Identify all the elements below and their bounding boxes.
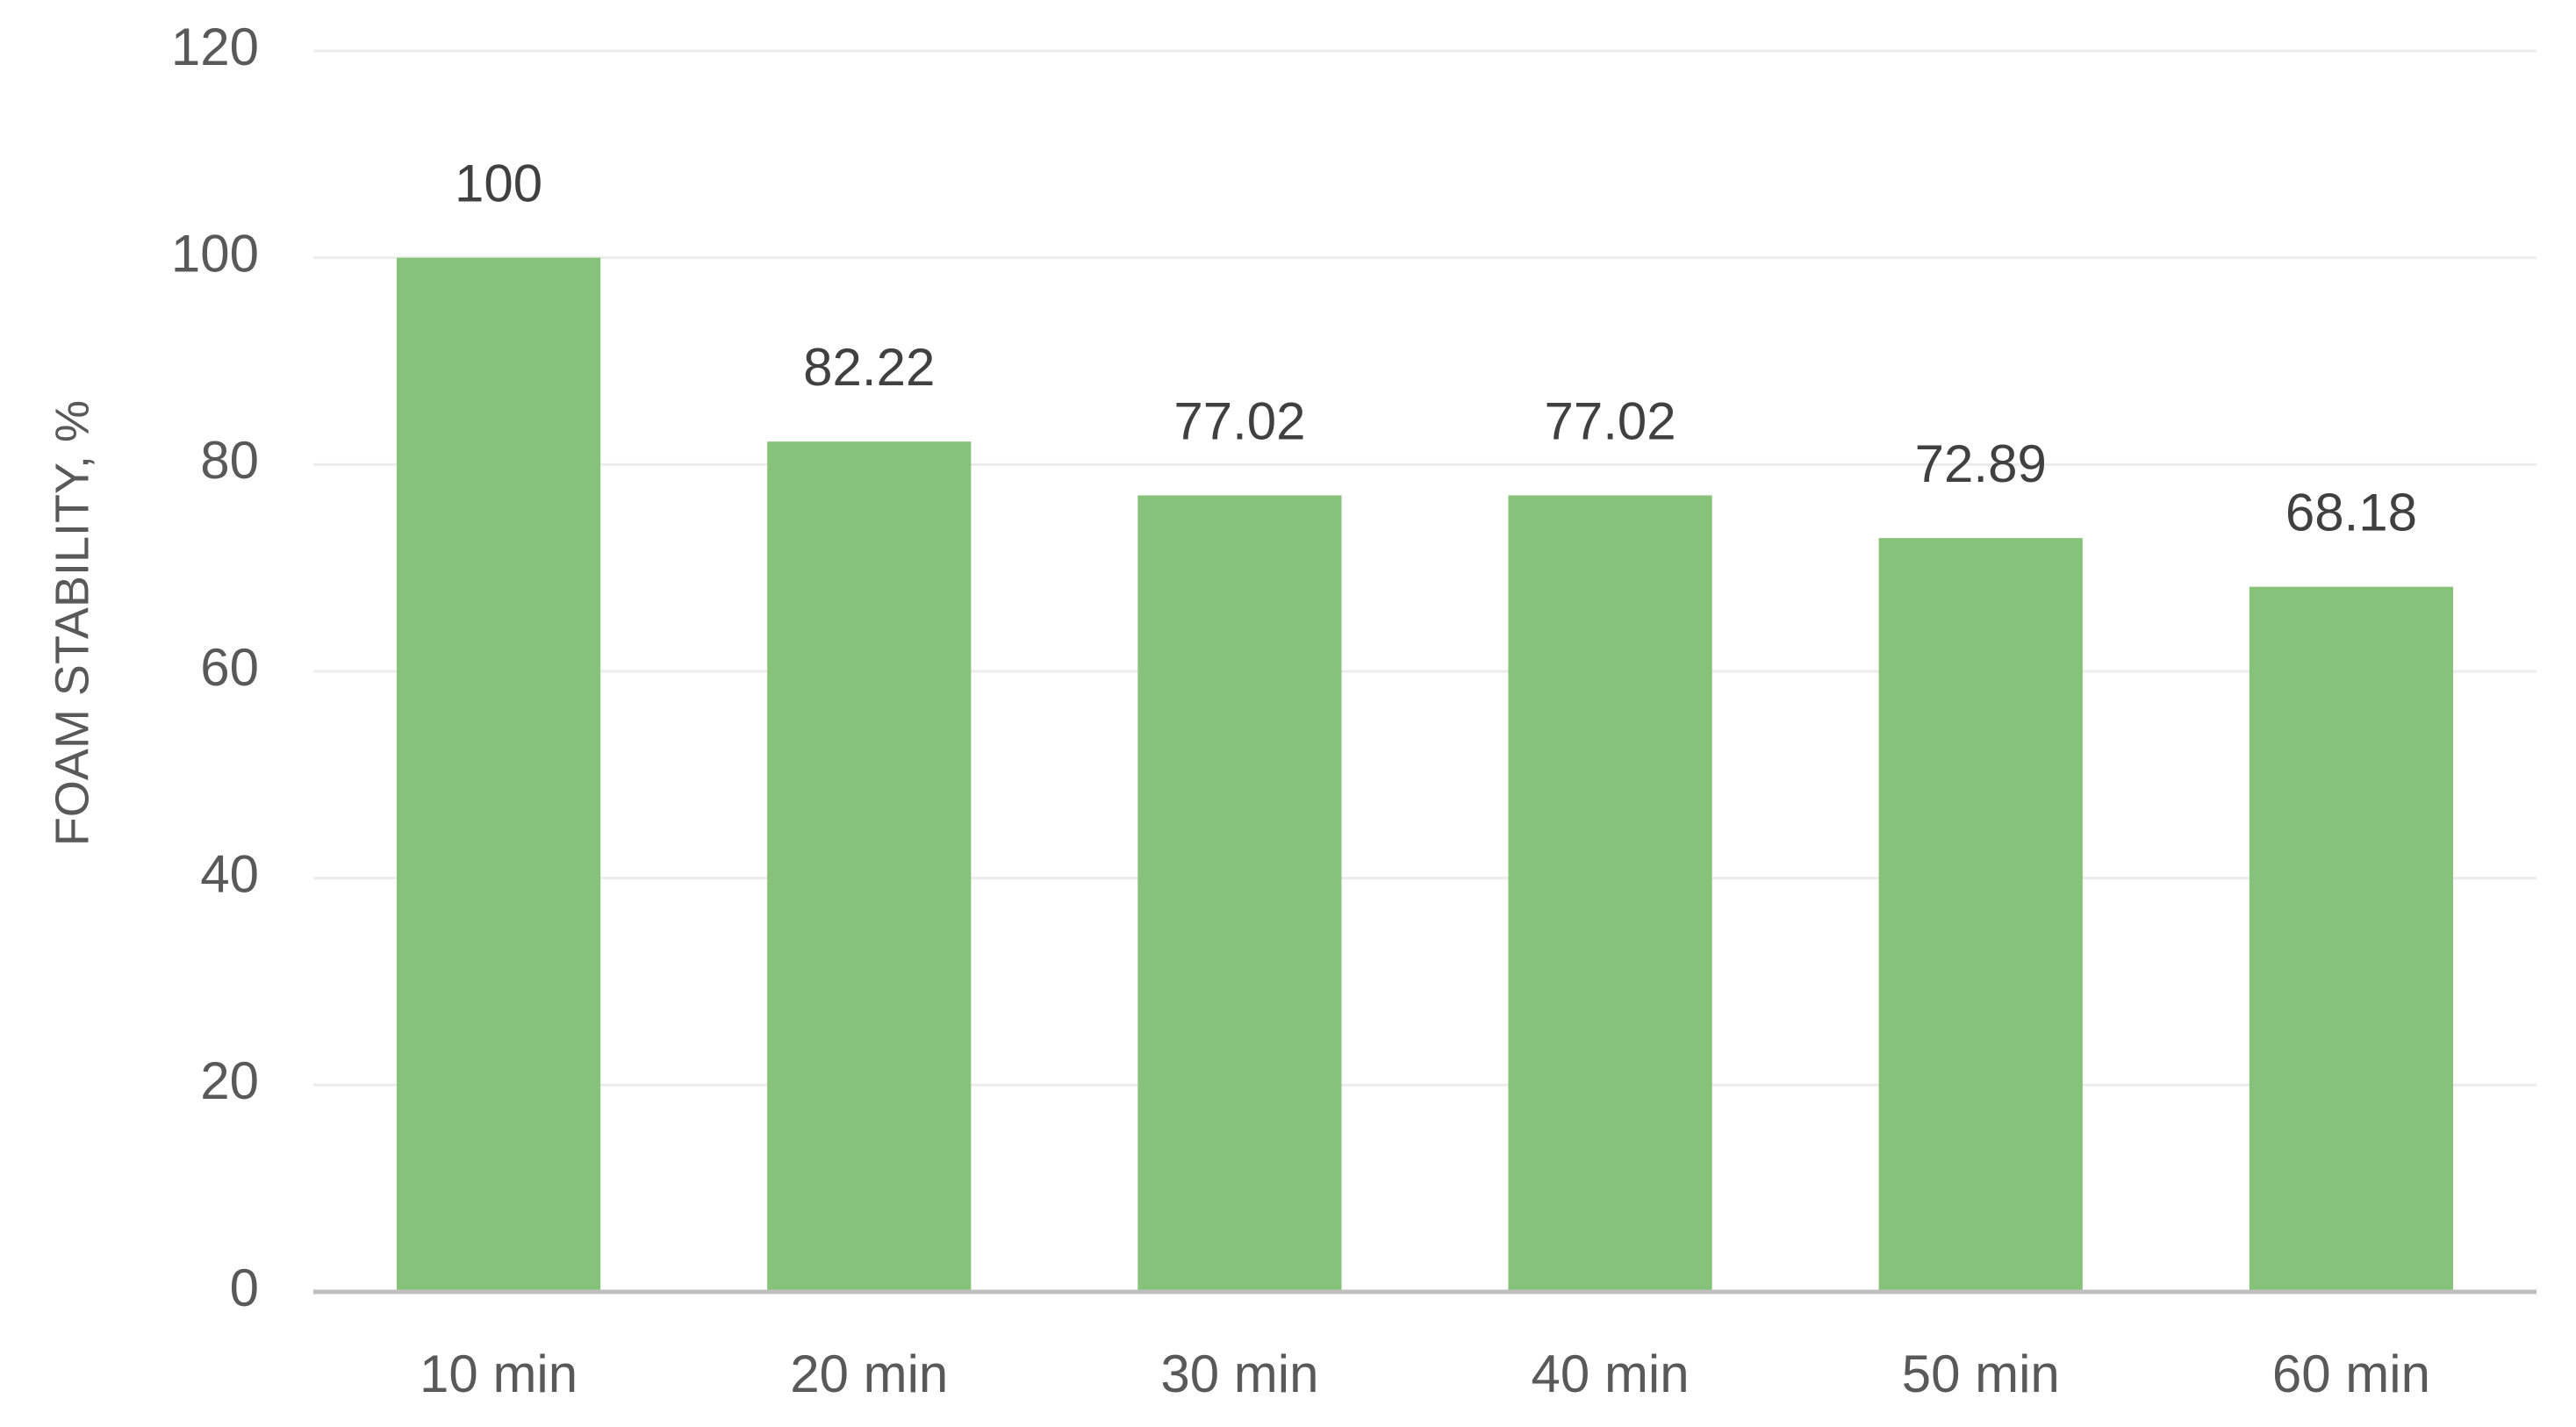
data-label: 68.18 (2285, 483, 2417, 541)
y-tick-label: 0 (230, 1258, 259, 1317)
x-tick-label: 50 min (1902, 1345, 2060, 1403)
data-label: 72.89 (1915, 434, 2047, 493)
bar (1137, 495, 1342, 1292)
bar (2249, 586, 2454, 1292)
y-tick-label: 60 (200, 638, 259, 697)
bar (767, 441, 972, 1293)
x-tick-label: 40 min (1532, 1345, 1690, 1403)
y-axis-title: FOAM STABILITY, % (46, 400, 98, 846)
y-tick-label: 100 (171, 225, 259, 283)
bar (396, 257, 601, 1293)
data-label: 82.22 (803, 338, 935, 397)
bar (1508, 495, 1712, 1292)
data-label: 77.02 (1173, 391, 1305, 450)
y-tick-label: 80 (200, 431, 259, 490)
y-tick-label: 120 (171, 18, 259, 76)
x-tick-label: 20 min (790, 1345, 948, 1403)
data-label: 77.02 (1545, 391, 1676, 450)
y-tick-label: 20 (200, 1051, 259, 1110)
bar (1878, 538, 2083, 1292)
x-tick-label: 10 min (420, 1345, 578, 1403)
data-label: 100 (455, 154, 542, 213)
x-tick-label: 60 min (2272, 1345, 2430, 1403)
x-tick-label: 30 min (1160, 1345, 1318, 1403)
y-tick-label: 40 (200, 845, 259, 904)
